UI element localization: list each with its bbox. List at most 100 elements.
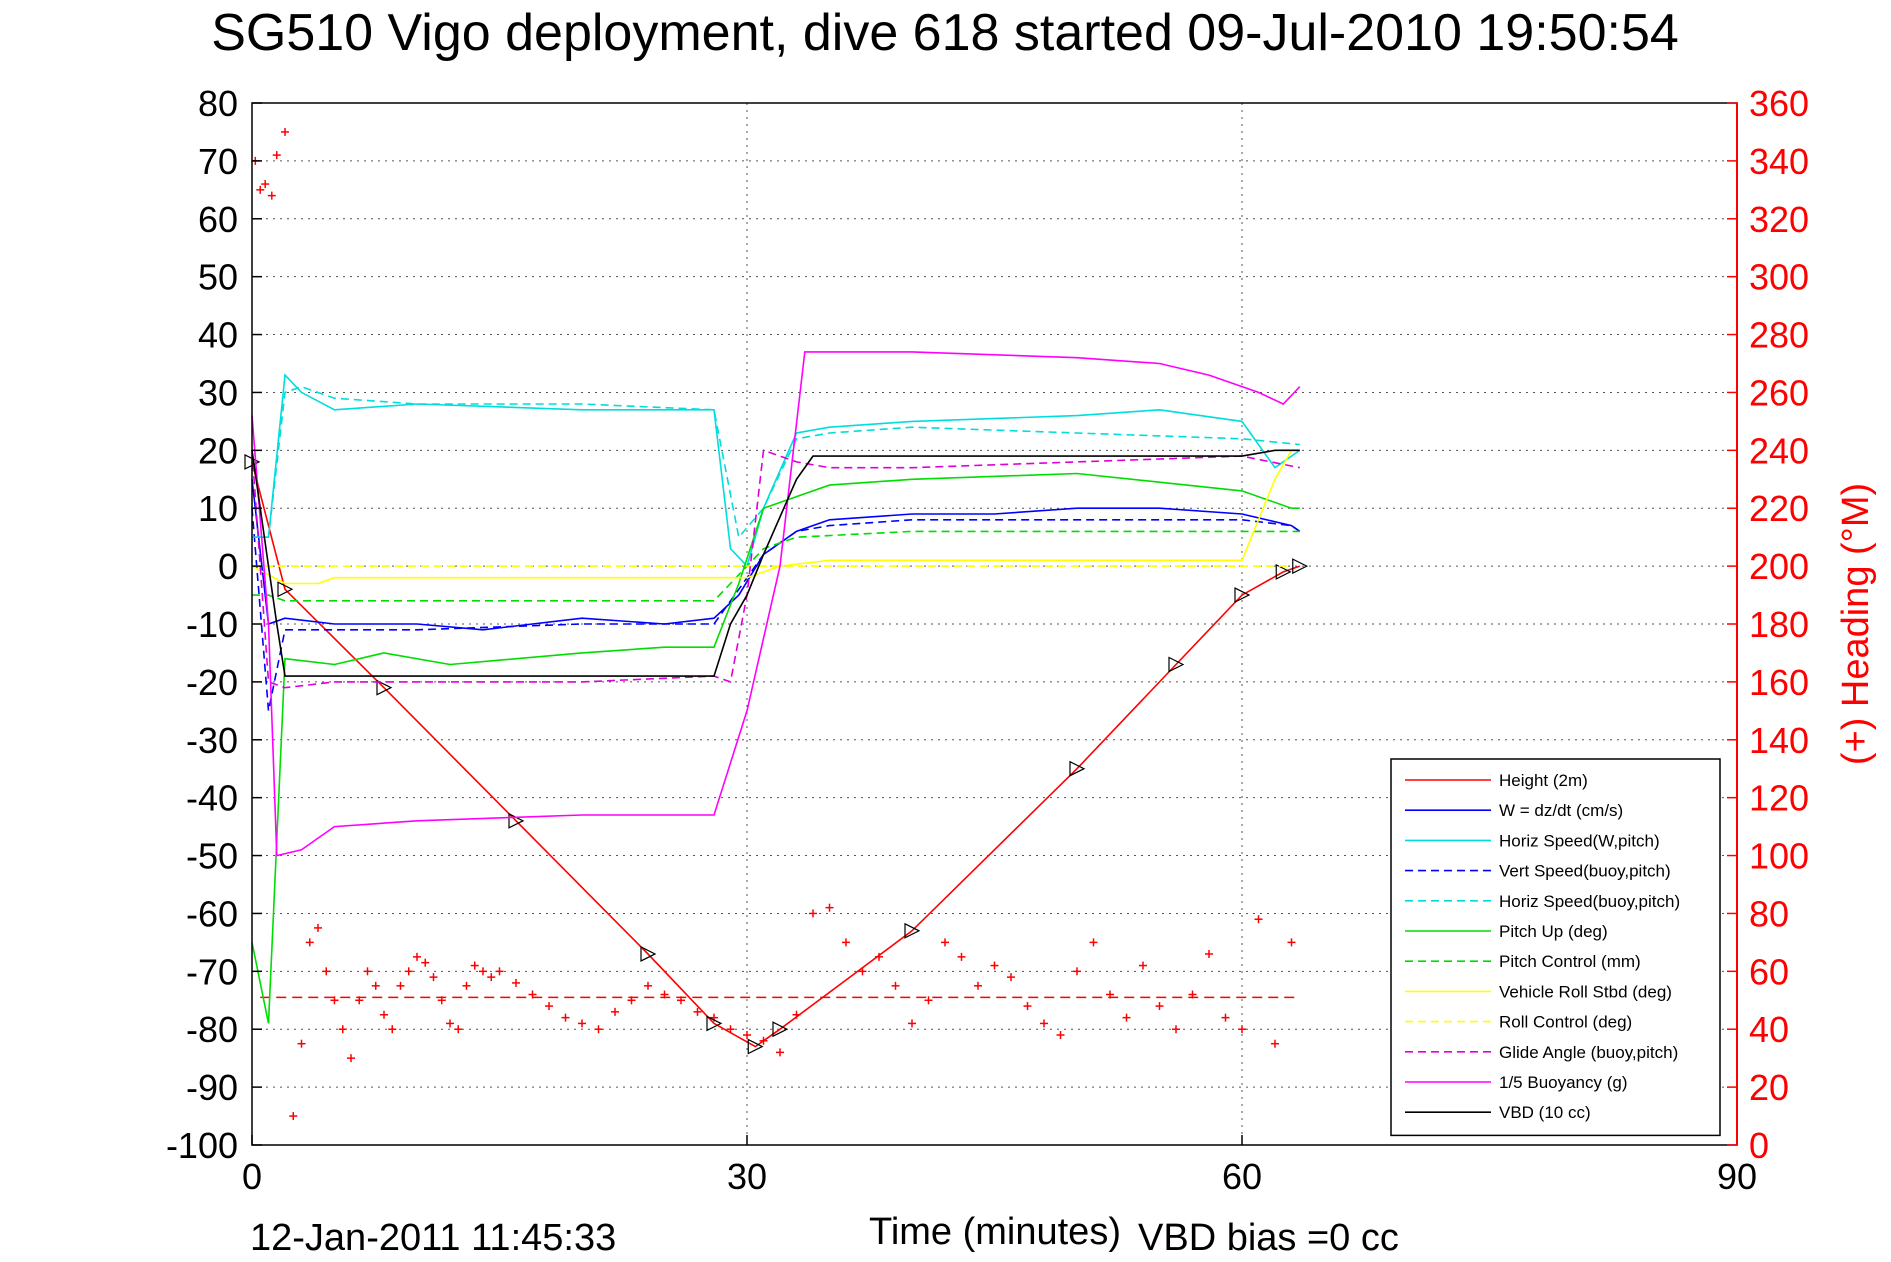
heading-point (1172, 1025, 1180, 1034)
legend-label: Roll Control (deg) (1499, 1013, 1632, 1032)
heading-point (561, 1013, 570, 1022)
heading-point (1106, 990, 1114, 999)
heading-point (297, 1039, 306, 1048)
y-tick-label: 60 (198, 199, 238, 240)
legend-label: W = dz/dt (cm/s) (1499, 801, 1623, 820)
height-marker (706, 1015, 723, 1032)
legend-label: Horiz Speed(buoy,pitch) (1499, 892, 1680, 911)
y2-tick-label: 200 (1749, 546, 1809, 587)
heading-point (693, 1007, 702, 1016)
series-line-10 (251, 351, 1301, 857)
heading-point (990, 961, 999, 970)
y2-tick-label: 80 (1749, 893, 1789, 934)
height-marker (1292, 558, 1309, 575)
y2-tick-label: 260 (1749, 372, 1809, 413)
y2-axis-label: (+) Heading (°M) (1835, 483, 1877, 765)
heading-point (371, 981, 380, 990)
legend-label: Vehicle Roll Stbd (deg) (1499, 982, 1672, 1001)
heading-point (1139, 961, 1147, 970)
heading-point (1056, 1031, 1065, 1040)
heading-point (825, 903, 834, 912)
height-marker (1069, 760, 1086, 777)
legend-label: Pitch Control (mm) (1499, 952, 1641, 971)
heading-point (627, 996, 636, 1005)
y2-tick-label: 360 (1749, 83, 1809, 124)
heading-point (413, 952, 421, 961)
y-tick-label: 30 (198, 372, 238, 413)
footer-date: 12-Jan-2011 11:45:33 (250, 1217, 616, 1259)
heading-point (1287, 938, 1296, 947)
heading-point (314, 923, 322, 932)
height-marker (747, 1038, 764, 1055)
height-marker (640, 945, 657, 962)
y-tick-label: -90 (186, 1067, 238, 1108)
y-tick-label: 40 (198, 315, 238, 356)
y2-tick-label: 40 (1749, 1009, 1789, 1050)
heading-point (363, 967, 372, 976)
heading-point (908, 1019, 916, 1028)
y-tick-label: 70 (198, 141, 238, 182)
heading-point (281, 127, 289, 136)
heading-point (495, 967, 504, 976)
legend-label: Height (2m) (1499, 771, 1588, 790)
series-line-11 (251, 449, 1300, 677)
heading-point (545, 1002, 553, 1011)
heading-point (1238, 1025, 1246, 1034)
heading-point (421, 958, 430, 967)
heading-point (256, 185, 265, 194)
heading-point (660, 990, 669, 999)
heading-point (404, 967, 413, 976)
heading-point (289, 1112, 298, 1121)
heading-point (446, 1019, 454, 1028)
series-line-1 (251, 479, 1301, 631)
heading-point (338, 1025, 347, 1034)
y2-tick-label: 100 (1749, 836, 1809, 877)
y2-tick-label: 320 (1749, 199, 1809, 240)
heading-point (1254, 915, 1263, 924)
x-tick-label: 90 (1717, 1156, 1757, 1197)
series-line-7 (251, 449, 1293, 585)
height-marker (376, 679, 393, 696)
heading-point (528, 990, 537, 999)
y2-tick-label: 280 (1749, 315, 1809, 356)
legend-label: Pitch Up (deg) (1499, 922, 1608, 941)
heading-point (261, 180, 270, 189)
heading-point (355, 996, 364, 1005)
footer-bias: VBD bias =0 cc (1138, 1217, 1399, 1259)
heading-point (594, 1025, 603, 1034)
heading-point (512, 978, 520, 987)
heading-point (1073, 967, 1081, 976)
heading-point (891, 981, 900, 990)
x-axis-label: Time (minutes) (869, 1211, 1121, 1253)
heading-point (1205, 949, 1213, 958)
legend-label: VBD (10 cc) (1499, 1103, 1591, 1122)
heading-point (380, 1010, 388, 1019)
heading-point (776, 1048, 784, 1057)
heading-point (454, 1025, 463, 1034)
heading-point (578, 1019, 586, 1028)
height-marker (277, 581, 294, 598)
heading-point (1271, 1039, 1279, 1048)
y-tick-label: 0 (218, 546, 238, 587)
series-line-5 (251, 472, 1300, 1024)
heading-point (941, 938, 949, 947)
legend-box (1390, 758, 1721, 1137)
x-tick-label: 60 (1222, 1156, 1262, 1197)
heading-point (924, 996, 933, 1005)
y-tick-label: 50 (198, 257, 238, 298)
heading-point (479, 967, 487, 976)
y2-tick-label: 0 (1749, 1125, 1769, 1166)
heading-point (388, 1025, 397, 1034)
y2-tick-label: 340 (1749, 141, 1809, 182)
y-tick-label: -100 (166, 1125, 238, 1166)
series-line-9 (251, 449, 1300, 689)
y-tick-label: -80 (186, 1009, 238, 1050)
heading-point (1023, 1002, 1032, 1011)
heading-point (644, 981, 652, 990)
heading-point (347, 1054, 355, 1063)
heading-point (272, 151, 281, 160)
y-tick-label: -40 (186, 778, 238, 819)
legend-label: Glide Angle (buoy,pitch) (1499, 1043, 1678, 1062)
heading-point (1155, 1002, 1164, 1011)
